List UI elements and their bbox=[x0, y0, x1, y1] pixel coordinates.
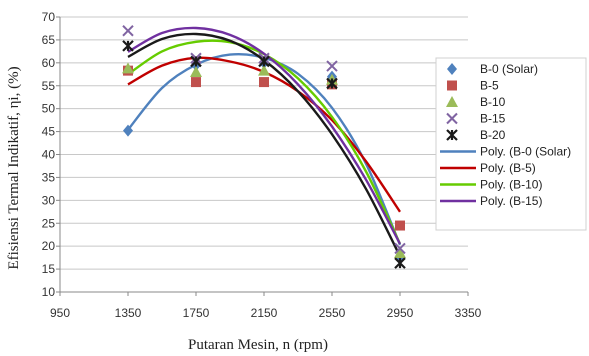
legend-label: Poly. (B-0 (Solar) bbox=[480, 145, 571, 159]
data-point-star bbox=[446, 129, 458, 141]
y-tick-label: 50 bbox=[42, 102, 56, 116]
y-tick-label: 65 bbox=[42, 33, 56, 47]
data-point-diamond bbox=[123, 124, 133, 137]
data-point-diamond bbox=[447, 63, 457, 75]
x-tick-label: 1750 bbox=[183, 306, 210, 320]
data-point-x bbox=[446, 112, 458, 125]
data-point-square bbox=[395, 220, 405, 231]
legend-label: Poly. (B-15) bbox=[480, 194, 542, 208]
y-tick-label: 70 bbox=[42, 10, 56, 24]
x-tick-label: 2150 bbox=[251, 306, 278, 320]
x-tick-label: 2550 bbox=[319, 306, 346, 320]
data-point-x bbox=[326, 60, 338, 72]
data-point-square bbox=[191, 77, 201, 88]
trendline bbox=[127, 26, 402, 245]
y-tick-label: 35 bbox=[42, 170, 56, 184]
y-tick-label: 15 bbox=[42, 262, 56, 276]
x-axis-label: Putaran Mesin, n (rpm) bbox=[188, 337, 328, 353]
y-tick-label: 10 bbox=[42, 285, 56, 299]
data-point-triangle bbox=[190, 66, 202, 77]
y-tick-label: 25 bbox=[42, 216, 56, 230]
y-tick-label: 30 bbox=[42, 193, 56, 207]
data-point-x bbox=[394, 242, 406, 255]
y-tick-label: 20 bbox=[42, 239, 56, 253]
y-axis-label: Efisiensi Termal Indikatif, ηi, (%) bbox=[6, 66, 22, 269]
x-tick-label: 3350 bbox=[455, 306, 482, 320]
data-point-triangle bbox=[446, 96, 458, 107]
legend-label: B-5 bbox=[480, 79, 499, 93]
legend-label: B-0 (Solar) bbox=[480, 62, 538, 76]
data-point-star bbox=[326, 77, 338, 90]
legend-label: Poly. (B-10) bbox=[480, 178, 542, 192]
data-point-star bbox=[122, 40, 134, 52]
legend-label: B-10 bbox=[480, 95, 506, 109]
legend-label: B-20 bbox=[480, 128, 506, 142]
x-tick-label: 2950 bbox=[387, 306, 414, 320]
data-point-square bbox=[447, 80, 457, 91]
data-point-star bbox=[258, 55, 270, 68]
x-tick-label: 950 bbox=[50, 306, 70, 320]
x-tick-label: 1350 bbox=[115, 306, 142, 320]
y-tick-label: 45 bbox=[42, 125, 56, 139]
data-point-x bbox=[122, 25, 134, 37]
y-tick-label: 40 bbox=[42, 148, 56, 162]
legend-label: Poly. (B-5) bbox=[480, 161, 536, 175]
legend: B-0 (Solar) B-5 B-10 B-15 B-20 Poly. (B-0 (So… bbox=[435, 57, 587, 231]
data-point-star bbox=[190, 55, 202, 68]
axes bbox=[56, 16, 469, 296]
data-point-star bbox=[394, 257, 406, 269]
data-point-triangle bbox=[258, 64, 270, 76]
data-points bbox=[122, 25, 406, 269]
data-point-triangle bbox=[394, 247, 406, 259]
y-tick-label: 60 bbox=[42, 56, 56, 70]
data-point-triangle bbox=[122, 62, 134, 74]
data-point-square bbox=[259, 77, 269, 88]
legend-label: B-15 bbox=[480, 112, 506, 126]
tick-labels: 10 15 20 25 30 35 40 45 50 55 60 65 70 950 1350 1750 215… bbox=[42, 10, 482, 320]
y-tick-label: 55 bbox=[42, 79, 56, 93]
